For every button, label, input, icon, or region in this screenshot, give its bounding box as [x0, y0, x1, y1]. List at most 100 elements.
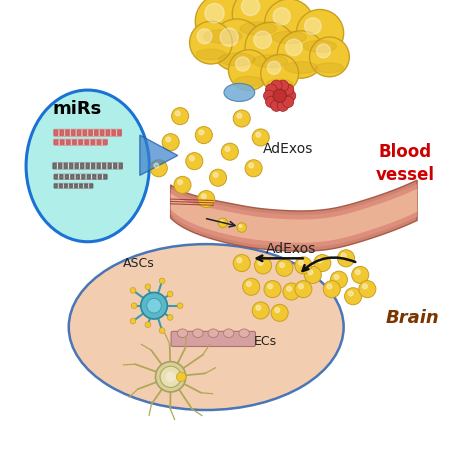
FancyBboxPatch shape — [171, 331, 255, 346]
Circle shape — [345, 288, 362, 305]
FancyBboxPatch shape — [74, 184, 77, 188]
Polygon shape — [171, 189, 417, 243]
Text: AdExos: AdExos — [265, 242, 316, 256]
FancyBboxPatch shape — [91, 164, 95, 168]
Circle shape — [273, 89, 286, 102]
Ellipse shape — [284, 62, 318, 73]
FancyBboxPatch shape — [60, 130, 64, 136]
Polygon shape — [171, 180, 417, 251]
FancyBboxPatch shape — [53, 163, 122, 169]
Circle shape — [233, 255, 250, 272]
Circle shape — [145, 322, 151, 328]
Circle shape — [277, 100, 289, 111]
Circle shape — [264, 281, 281, 298]
FancyBboxPatch shape — [71, 175, 74, 179]
FancyBboxPatch shape — [54, 139, 107, 145]
FancyBboxPatch shape — [119, 164, 122, 168]
Ellipse shape — [224, 83, 255, 101]
Circle shape — [237, 113, 242, 118]
Circle shape — [308, 270, 313, 274]
FancyBboxPatch shape — [91, 140, 95, 144]
Circle shape — [225, 146, 230, 151]
Circle shape — [162, 134, 179, 151]
Text: miRs: miRs — [52, 100, 101, 118]
FancyBboxPatch shape — [55, 130, 58, 136]
Ellipse shape — [192, 329, 203, 337]
Circle shape — [237, 258, 242, 263]
FancyBboxPatch shape — [59, 164, 62, 168]
Circle shape — [275, 308, 280, 312]
Ellipse shape — [316, 63, 343, 73]
FancyBboxPatch shape — [80, 184, 82, 188]
FancyBboxPatch shape — [87, 175, 91, 179]
Circle shape — [239, 225, 242, 228]
Circle shape — [205, 3, 224, 23]
Circle shape — [327, 284, 332, 289]
Text: ASCs: ASCs — [123, 256, 155, 270]
FancyBboxPatch shape — [93, 175, 96, 179]
Circle shape — [218, 218, 228, 228]
Circle shape — [252, 129, 269, 146]
FancyBboxPatch shape — [70, 164, 73, 168]
FancyBboxPatch shape — [76, 175, 79, 179]
Text: AdExos: AdExos — [263, 142, 313, 156]
Circle shape — [243, 278, 260, 295]
FancyBboxPatch shape — [100, 130, 104, 136]
Circle shape — [176, 372, 186, 382]
Circle shape — [284, 90, 296, 101]
Circle shape — [264, 0, 314, 48]
Circle shape — [256, 305, 261, 310]
Circle shape — [280, 263, 284, 267]
FancyBboxPatch shape — [55, 140, 58, 144]
Circle shape — [283, 283, 300, 300]
FancyBboxPatch shape — [77, 130, 81, 136]
Circle shape — [237, 223, 246, 232]
Circle shape — [254, 31, 272, 49]
FancyBboxPatch shape — [66, 140, 70, 144]
Ellipse shape — [203, 29, 242, 43]
Circle shape — [348, 291, 353, 296]
FancyBboxPatch shape — [54, 174, 107, 180]
Ellipse shape — [253, 55, 288, 67]
FancyBboxPatch shape — [103, 164, 106, 168]
Circle shape — [295, 281, 312, 298]
FancyBboxPatch shape — [73, 140, 76, 144]
FancyBboxPatch shape — [55, 184, 57, 188]
FancyBboxPatch shape — [95, 130, 98, 136]
Circle shape — [271, 304, 288, 321]
Text: ECs: ECs — [254, 335, 277, 348]
FancyBboxPatch shape — [70, 184, 73, 188]
Circle shape — [359, 281, 376, 298]
Circle shape — [341, 253, 346, 258]
Circle shape — [363, 284, 367, 289]
Circle shape — [197, 29, 212, 44]
Circle shape — [299, 260, 303, 265]
Ellipse shape — [208, 329, 219, 337]
Circle shape — [277, 80, 289, 91]
FancyBboxPatch shape — [85, 184, 88, 188]
FancyBboxPatch shape — [64, 164, 67, 168]
Circle shape — [130, 318, 136, 324]
Circle shape — [174, 176, 191, 193]
Ellipse shape — [272, 31, 306, 44]
Circle shape — [213, 173, 218, 177]
Circle shape — [334, 274, 339, 279]
Circle shape — [258, 260, 263, 265]
Circle shape — [154, 163, 159, 168]
Circle shape — [145, 284, 151, 290]
Circle shape — [323, 281, 340, 298]
FancyBboxPatch shape — [55, 175, 57, 179]
FancyBboxPatch shape — [81, 164, 84, 168]
FancyBboxPatch shape — [98, 175, 101, 179]
Ellipse shape — [26, 90, 149, 242]
Circle shape — [356, 270, 360, 274]
FancyBboxPatch shape — [97, 164, 100, 168]
Ellipse shape — [219, 53, 255, 66]
Circle shape — [155, 362, 186, 392]
FancyBboxPatch shape — [108, 164, 111, 168]
Ellipse shape — [196, 49, 226, 60]
Circle shape — [195, 127, 212, 144]
FancyBboxPatch shape — [83, 130, 86, 136]
Circle shape — [256, 132, 261, 137]
FancyBboxPatch shape — [54, 183, 93, 188]
